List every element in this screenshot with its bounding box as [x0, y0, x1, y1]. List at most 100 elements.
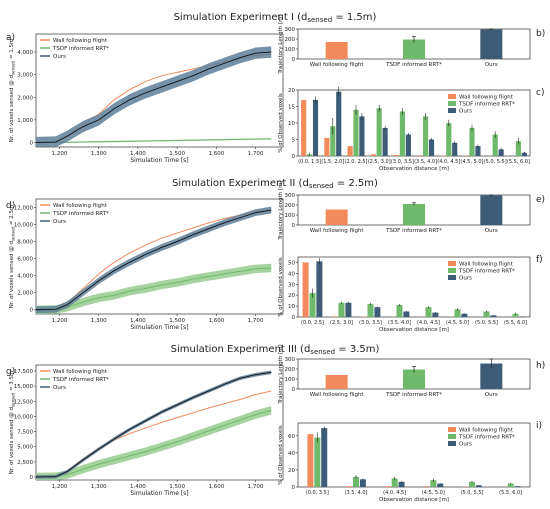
bar — [430, 480, 437, 487]
panel-label: g) — [6, 367, 15, 377]
x-tick-label: Wall following flight — [310, 62, 365, 68]
bar — [423, 116, 429, 156]
bar — [454, 309, 461, 317]
legend-label: Wall following flight — [459, 95, 514, 101]
y-axis-label: Trajectory Length [m] — [278, 14, 284, 74]
y-tick-label: 15,000 — [14, 384, 34, 390]
experiment-title: Simulation Experiment II (dsensed = 2.5m… — [172, 178, 378, 190]
x-tick-label: TSDF informed RRT* — [385, 392, 442, 398]
y-tick-label: 0 — [30, 140, 34, 146]
y-axis-label: % of Observed voxels — [278, 425, 284, 485]
bar — [391, 478, 398, 487]
title-main: Simulation Experiment III (d — [171, 344, 311, 355]
y-tick-label: 0 — [292, 485, 296, 491]
x-tick-label: (4.0, 4.5] — [383, 490, 406, 496]
x-tick-label: 1,500 — [169, 318, 185, 324]
series-line-2 — [35, 209, 272, 311]
title-tail: = 3.5m) — [335, 344, 379, 355]
line-chart-d: 1,200 1,300 1,400 1,500 1,600 1,700 0 2,000 4,00… — [6, 198, 284, 331]
legend: Wall following flight TSDF informed RRT* O… — [40, 369, 109, 391]
x-tick-label: 1,400 — [130, 151, 146, 157]
x-tick-label: (5.5, 6.0] — [504, 320, 527, 326]
series-line-2 — [35, 51, 272, 143]
bar — [512, 313, 519, 317]
bar — [446, 123, 452, 156]
bar — [382, 127, 388, 156]
bar — [492, 134, 498, 156]
x-tick-label: 1,700 — [248, 318, 264, 324]
legend-label: TSDF informed RRT* — [458, 102, 515, 108]
y-label-subscript: sensed — [11, 392, 16, 407]
x-tick-label: 1,600 — [208, 151, 224, 157]
title-tail: = 2.5m) — [334, 178, 378, 189]
bar — [367, 303, 374, 317]
bar — [359, 116, 365, 156]
x-tick-label: 1,400 — [130, 318, 146, 324]
line-chart-a: 1,200 1,300 1,400 1,500 1,600 1,700 0 1,000 2,00… — [6, 33, 284, 164]
bar — [338, 302, 345, 317]
bar — [519, 316, 526, 317]
x-axis-label: Observation distance [m] — [379, 166, 449, 172]
x-tick-label: Wall following flight — [310, 228, 365, 234]
y-tick-label: 20 — [288, 468, 295, 474]
bar — [325, 209, 348, 225]
x-tick-label: Ours — [485, 62, 498, 68]
y-tick-label: 60 — [288, 434, 295, 440]
legend-label: TSDF informed RRT* — [458, 435, 515, 441]
x-tick-label: (4.0, 4.5] — [417, 320, 440, 326]
x-tick-label: (0.0, 2.5] — [301, 320, 324, 326]
y-label-tail: = 2.5m — [9, 205, 15, 227]
bar — [480, 29, 503, 59]
axes-frame — [297, 256, 531, 318]
experiment-title: Simulation Experiment III (dsensed = 3.5… — [171, 344, 380, 356]
y-tick-label: 20 — [288, 293, 295, 299]
x-tick-label: 1,700 — [248, 484, 264, 490]
bar — [398, 481, 405, 487]
y-tick-label: 5 — [292, 138, 296, 144]
y-label-subscript: sensed — [11, 226, 16, 241]
x-tick-label: 1,500 — [169, 151, 185, 157]
panel-label: a) — [6, 33, 15, 43]
bar — [345, 302, 352, 317]
bar — [331, 316, 338, 317]
bar — [393, 155, 400, 156]
legend-label: TSDF informed RRT* — [52, 46, 109, 52]
legend-swatch — [448, 427, 456, 432]
x-tick-label: (2.5, 3.0] — [368, 159, 391, 165]
legend-label: Ours — [53, 54, 66, 60]
bar — [425, 307, 432, 317]
legend-label: Ours — [53, 385, 66, 391]
x-tick-label: TSDF informed RRT* — [385, 228, 442, 234]
experiment-title-3: Simulation Experiment III (dsensed = 3.5… — [171, 344, 380, 356]
panel-label: h) — [536, 361, 545, 371]
legend-swatch — [448, 275, 456, 280]
bar — [346, 486, 353, 487]
y-tick-label: 4,000 — [17, 274, 33, 280]
y-axis-label: Trajectory Length [m] — [278, 344, 284, 404]
y-tick-label: 0 — [292, 57, 296, 63]
y-tick-label: 20 — [288, 88, 295, 94]
x-tick-label: 1,300 — [91, 151, 107, 157]
y-tick-label: 10,000 — [14, 223, 34, 229]
title-subscript: sensed — [309, 182, 334, 190]
bar — [423, 486, 430, 487]
bar — [437, 483, 444, 487]
x-tick-label: (2.0, 2.5] — [345, 159, 368, 165]
series-line-1 — [35, 409, 272, 478]
y-axis-label: Nr. of voxels sensed @ dsensed = 2.5m — [9, 205, 16, 309]
y-tick-label: 10,000 — [14, 414, 34, 420]
x-tick-label: 1,200 — [52, 151, 68, 157]
bar — [376, 108, 382, 156]
bar — [403, 311, 410, 317]
x-tick-label: TSDF informed RRT* — [385, 62, 442, 68]
legend-swatch — [448, 441, 456, 446]
x-axis-label: Simulation Time [s] — [130, 490, 188, 497]
bar — [428, 139, 435, 156]
bar — [347, 146, 353, 156]
y-tick-label: 300 — [285, 27, 296, 33]
y-tick-label: 2,000 — [17, 291, 33, 297]
x-tick-label: (5.5, 6.0] — [499, 490, 522, 496]
